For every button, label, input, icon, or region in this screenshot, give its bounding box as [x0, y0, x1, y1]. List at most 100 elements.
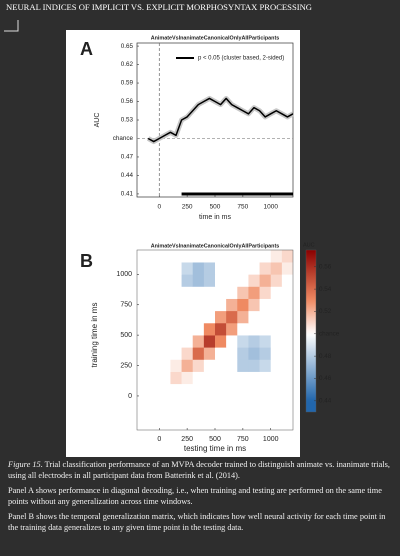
heatmap-cell: [148, 347, 160, 360]
heatmap-cell: [281, 310, 293, 324]
heatmap-cell: [259, 274, 272, 287]
heatmap-cell: [148, 250, 160, 263]
heatmap-cell: [237, 322, 249, 336]
colorbar-tick-label: chance: [319, 330, 340, 337]
heatmap-cell: [159, 310, 171, 324]
heatmap-cell: [148, 286, 160, 299]
heatmap-cell: [248, 298, 260, 312]
heatmap-cell: [137, 274, 149, 287]
heatmap-cell: [192, 371, 205, 385]
heatmap-cell: [203, 286, 216, 299]
caption-paragraph: Figure 15. Trial classification performa…: [8, 460, 394, 481]
heatmap-cell: [281, 274, 293, 287]
heatmap-cell: [248, 371, 260, 385]
figure-label: Figure 15: [8, 460, 41, 469]
heatmap-cell: [181, 310, 194, 324]
heatmap-cell: [237, 347, 249, 360]
heatmap-cell: [181, 347, 194, 360]
heatmap-cell: [148, 335, 160, 348]
heatmap-cell: [270, 371, 283, 385]
heatmap-cell: [203, 395, 216, 409]
heatmap-cell: [170, 371, 182, 385]
heatmap-cell: [137, 395, 149, 409]
heatmap-cell: [137, 383, 149, 397]
heatmap-cell: [270, 383, 283, 397]
heatmap-cell: [281, 359, 293, 372]
heatmap-cell: [215, 262, 227, 275]
heatmap-cell: [148, 298, 160, 312]
heatmap-cell: [270, 298, 283, 312]
heatmap-cell: [215, 286, 227, 299]
colorbar-tick-label: 0.44: [319, 397, 332, 404]
heatmap-cell: [192, 286, 205, 299]
heatmap-cell: [226, 371, 238, 385]
heatmap-cell: [215, 298, 227, 312]
heatmap-cell: [170, 262, 182, 275]
caption-paragraph: Panel A shows performance in diagonal de…: [8, 486, 382, 506]
heatmap-cell: [281, 371, 293, 385]
heatmap-cell: [215, 322, 227, 336]
heatmap-cell: [203, 322, 216, 336]
heatmap-cell: [215, 371, 227, 385]
heatmap-cell: [259, 286, 272, 299]
heatmap-cell: [192, 310, 205, 324]
heatmap-cell: [270, 408, 283, 421]
heatmap-cell: [237, 408, 249, 421]
y-tick-label: 0.41: [121, 191, 134, 198]
heatmap-cell: [137, 250, 149, 263]
heatmap-cell: [215, 310, 227, 324]
y-axis-title: training time in ms: [90, 303, 99, 368]
heatmap-cell: [248, 347, 260, 360]
heatmap-cell: [148, 371, 160, 385]
heatmap-cell: [226, 262, 238, 275]
heatmap-cell: [148, 310, 160, 324]
heatmap-cell: [281, 250, 293, 263]
y-tick-label: 0.62: [121, 61, 134, 68]
heatmap-cell: [281, 408, 293, 421]
caption-text: . Trial classification performance of an…: [8, 460, 390, 480]
heatmap-cell: [270, 395, 283, 409]
heatmap-cell: [192, 322, 205, 336]
heatmap-cell: [237, 250, 249, 263]
heatmap-cell: [181, 298, 194, 312]
heatmap-cell: [203, 335, 216, 348]
heatmap-cell: [192, 347, 205, 360]
heatmap-cell: [259, 335, 272, 348]
heatmap-cell: [137, 408, 149, 421]
heatmap-cell: [170, 298, 182, 312]
heatmap-cell: [192, 298, 205, 312]
line-series: [147, 97, 294, 143]
heatmap-cell: [170, 250, 182, 263]
heatmap-cell: [203, 250, 216, 263]
heatmap-cell: [181, 286, 194, 299]
heatmap-cell: [181, 383, 194, 397]
heatmap-cell: [226, 335, 238, 348]
heatmap-cell: [181, 274, 194, 287]
colorbar-tick-label: 0.56: [319, 263, 332, 270]
heatmap-cell: [181, 395, 194, 409]
heatmap-cell: [148, 359, 160, 372]
heatmap-cell: [181, 359, 194, 372]
colorbar-tick-label: 0.52: [319, 308, 332, 315]
heatmap-cell: [170, 274, 182, 287]
x-tick-label: 0: [157, 436, 161, 443]
heatmap-cell: [270, 310, 283, 324]
heatmap-cell: [281, 262, 293, 275]
heatmap-cell: [159, 286, 171, 299]
heatmap-cell: [159, 359, 171, 372]
heatmap-cell: [170, 383, 182, 397]
heatmap-cell: [203, 310, 216, 324]
heatmap-cell: [226, 274, 238, 287]
heatmap-cell: [248, 408, 260, 421]
x-tick-label: 1000: [263, 436, 279, 443]
heatmap-cell: [203, 262, 216, 275]
heatmap-cell: [237, 359, 249, 372]
running-header: NEURAL INDICES OF IMPLICIT VS. EXPLICIT …: [6, 2, 313, 12]
heatmap-cell: [159, 298, 171, 312]
x-tick-label: 500: [210, 204, 221, 211]
heatmap-cell: [148, 322, 160, 336]
x-tick-label: 750: [237, 436, 249, 443]
y-tick-label: 0.44: [121, 172, 134, 179]
heatmap-cell: [226, 359, 238, 372]
heatmap-cell: [259, 250, 272, 263]
